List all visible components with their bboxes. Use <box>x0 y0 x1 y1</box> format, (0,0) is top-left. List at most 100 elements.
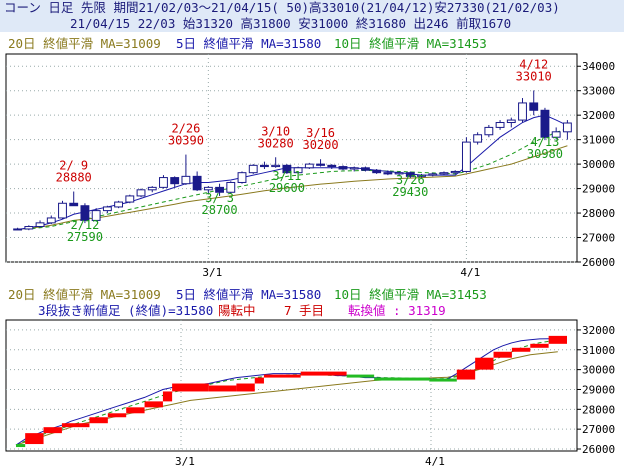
legend2-ma5: 5日 終値平滑 MA=31580 <box>176 287 321 302</box>
renko-block <box>374 377 430 381</box>
annotation-value: 27590 <box>67 230 103 244</box>
candle-body <box>383 172 393 175</box>
renko-block <box>493 351 512 358</box>
candle-body <box>495 122 505 128</box>
candlestick-panel: 26000 27000 28000 29000 30000 31000 32000 33000… <box>5 53 615 279</box>
chart-title-bar: コーン 日足 先限 期間21/02/03～21/04/15( 50)高33010… <box>0 0 624 16</box>
candle <box>271 157 281 168</box>
candle-body <box>450 170 460 174</box>
y-tick-label: 31000 <box>582 134 615 147</box>
renko-block <box>236 383 255 392</box>
annotation-date: 4/13 <box>530 135 559 149</box>
candle-body <box>562 122 572 133</box>
candle <box>181 154 191 185</box>
candle-body <box>80 205 90 221</box>
annotation-date: 3/26 <box>396 173 425 187</box>
x-tick-label: 3/1 <box>202 266 222 279</box>
y-tick-label: 32000 <box>582 324 615 337</box>
candle <box>293 166 303 174</box>
candle <box>46 215 56 225</box>
candle <box>394 171 404 177</box>
price-summary-bar: 21/04/15 22/03 始31320 高31800 安31000 終316… <box>0 16 624 32</box>
candle <box>24 225 34 231</box>
candle <box>506 117 516 128</box>
y-tick-label: 28000 <box>582 403 615 416</box>
renko-block <box>144 401 163 408</box>
candle <box>327 164 337 170</box>
candle-body <box>226 181 236 193</box>
candle-body <box>316 163 325 166</box>
candle-body <box>529 102 539 111</box>
candle <box>484 124 494 138</box>
y-tick-label: 31000 <box>582 344 615 357</box>
candle <box>125 194 135 204</box>
renko-block <box>475 357 494 370</box>
candle-body <box>540 109 550 138</box>
candle <box>260 161 269 170</box>
candle-body <box>518 102 527 121</box>
legend2-ma10: 10日 終値平滑 MA=31453 <box>334 287 487 302</box>
renko-block <box>263 374 301 378</box>
candle-body <box>439 172 449 175</box>
annotation-value: 33010 <box>516 69 552 83</box>
candle-body <box>506 119 516 124</box>
candle <box>372 169 382 174</box>
annotation-date: 3/ 3 <box>205 191 234 205</box>
y-tick-label: 28000 <box>582 207 615 220</box>
annotation-value: 29600 <box>269 181 305 195</box>
y-tick-label: 34000 <box>582 60 615 73</box>
renko-block <box>61 423 90 428</box>
candle <box>226 181 236 194</box>
candle <box>35 220 45 228</box>
legend-ma10: 10日 終値平滑 MA=31453 <box>334 36 487 51</box>
renko-block <box>456 369 476 380</box>
renko-block <box>89 417 108 424</box>
candle <box>405 171 415 179</box>
annotation-value: 30280 <box>258 136 294 150</box>
x-tick-label: 4/1 <box>460 266 480 279</box>
x-tick-label: 4/1 <box>425 455 445 468</box>
candle-body <box>237 172 247 183</box>
candle-body <box>473 134 483 143</box>
renko-block <box>25 433 44 445</box>
candle <box>361 166 370 172</box>
legend2-ma20: 20日 終値平滑 MA=31009 <box>8 287 161 302</box>
candle-body <box>304 163 314 169</box>
candle <box>13 227 23 231</box>
candle <box>203 186 213 194</box>
candle <box>450 170 460 174</box>
candle-body <box>91 210 101 221</box>
candle-body <box>69 202 79 207</box>
candle-body <box>372 169 382 174</box>
candle <box>383 170 393 176</box>
candle <box>461 137 471 173</box>
candle-body <box>361 167 370 171</box>
ma20-line <box>17 145 568 230</box>
candle <box>562 120 572 140</box>
candle <box>159 175 168 189</box>
renko-block <box>208 385 237 392</box>
candle-body <box>417 174 426 177</box>
candle <box>316 159 325 167</box>
candle <box>248 164 258 174</box>
candle <box>69 191 79 207</box>
candle-body <box>147 186 157 191</box>
candle <box>349 166 359 172</box>
candle <box>428 172 438 177</box>
candle-body <box>484 126 494 136</box>
candle <box>136 188 146 198</box>
candle-body <box>13 228 23 231</box>
candle-body <box>282 164 292 174</box>
candle <box>114 200 124 209</box>
candle-body <box>551 131 561 138</box>
candle <box>91 208 101 222</box>
renko-block <box>16 444 26 448</box>
annotation-date: 4/12 <box>519 57 548 71</box>
candle <box>80 203 90 224</box>
candle-body <box>24 226 34 230</box>
candle <box>304 162 314 170</box>
renko-block <box>346 374 375 378</box>
candle-body <box>349 167 359 170</box>
annotation-value: 30200 <box>302 138 338 152</box>
